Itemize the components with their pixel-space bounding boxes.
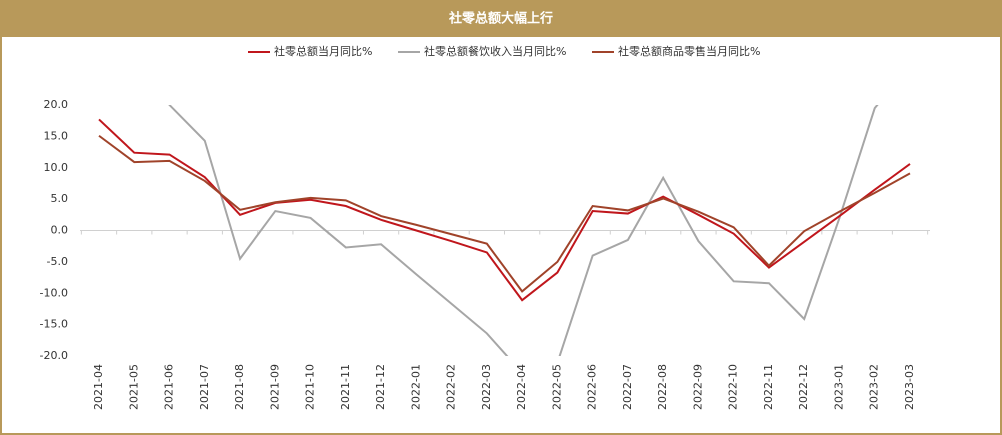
x-tick-label: 2021-11 (339, 364, 352, 410)
legend-label: 社零总额餐饮收入当月同比% (424, 44, 566, 58)
y-tick-label: 15.0 (44, 129, 69, 142)
x-tick-label: 2022-06 (586, 364, 599, 410)
x-tick-label: 2022-12 (797, 364, 810, 410)
x-tick-label: 2022-07 (621, 364, 634, 410)
x-tick-label: 2021-07 (198, 364, 211, 410)
x-tick-label: 2021-08 (233, 364, 246, 410)
x-tick-label: 2022-01 (409, 364, 422, 410)
y-tick-label: 10.0 (44, 161, 69, 174)
y-tick-label: 5.0 (51, 192, 69, 205)
x-tick-label: 2022-03 (480, 364, 493, 410)
x-tick-label: 2021-06 (163, 364, 176, 410)
x-tick-label: 2021-09 (268, 364, 281, 410)
y-tick-label: 0.0 (51, 224, 69, 237)
x-tick-label: 2023-02 (868, 364, 881, 410)
x-tick-label: 2023-01 (832, 364, 845, 410)
series-line (98, 134, 911, 293)
y-tick-label: -10.0 (40, 286, 68, 299)
y-tick-label: -20.0 (40, 349, 68, 362)
plot-area (98, 105, 911, 356)
header-bar (0, 0, 1002, 37)
chart-title: 社零总额大幅上行 (448, 11, 553, 27)
x-tick-label: 2022-11 (762, 364, 775, 410)
series-line (168, 105, 879, 356)
x-tick-label: 2022-02 (445, 364, 458, 410)
x-tick-label: 2023-03 (903, 364, 916, 410)
legend-label: 社零总额商品零售当月同比% (618, 44, 760, 58)
x-tick-label: 2021-12 (374, 364, 387, 410)
series-line (98, 118, 911, 302)
x-tick-label: 2022-04 (515, 364, 528, 410)
x-tick-label: 2022-05 (550, 364, 563, 410)
x-tick-label: 2021-04 (92, 364, 105, 410)
x-tick-label: 2021-10 (304, 364, 317, 410)
y-tick-label: -15.0 (40, 318, 68, 331)
y-tick-label: -5.0 (47, 255, 68, 268)
x-tick-label: 2022-08 (656, 364, 669, 410)
x-tick-label: 2021-05 (127, 364, 140, 410)
x-tick-label: 2022-10 (727, 364, 740, 410)
y-tick-label: 20.0 (44, 98, 69, 111)
x-tick-label: 2022-09 (691, 364, 704, 410)
legend-label: 社零总额当月同比% (274, 44, 372, 58)
